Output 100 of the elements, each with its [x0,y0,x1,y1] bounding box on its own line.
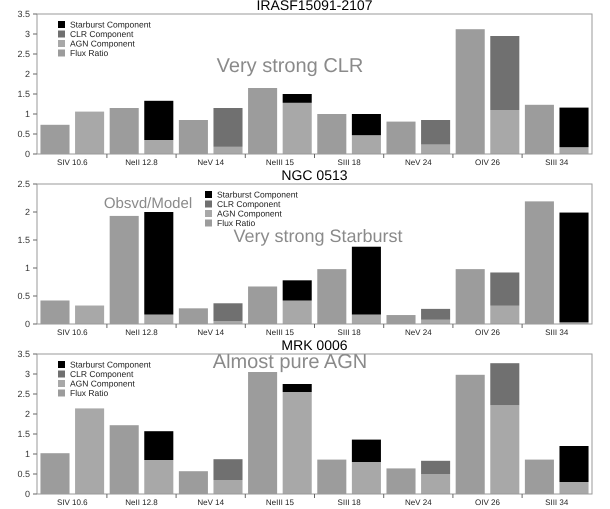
bar [282,94,312,103]
x-tick-label: SIII 18 [338,158,362,167]
x-tick-label: OIV 26 [475,498,501,507]
annotation: Almost pure AGN [212,351,368,373]
y-tick-label: 2 [24,207,30,217]
y-tick-label: 3 [24,369,30,379]
x-tick-label: SIV 10.6 [56,328,88,337]
legend-label: Starburst Component [217,190,298,200]
legend-label: AGN Component [70,38,136,48]
legend-label: Starburst Component [70,20,152,30]
bar [144,140,174,154]
bar [352,440,381,462]
chart-title: IRASF15091-2107 [256,0,373,13]
annotation: Very strong Starburst [233,226,403,246]
bar [490,36,520,110]
x-tick-label: SIII 34 [545,328,569,337]
legend-label: Flux Ratio [217,218,256,228]
y-tick-label: 1.5 [17,429,30,439]
bar [490,363,520,406]
x-tick-label: OIV 26 [475,328,501,337]
x-tick-label: NeV 24 [404,158,432,167]
chart-title: MRK 0006 [281,337,348,353]
y-tick-label: 1.5 [17,89,30,99]
y-tick-label: 1 [24,449,30,459]
x-tick-label: NeV 14 [197,328,225,337]
legend-label: Flux Ratio [70,388,109,398]
y-tick-label: 2 [24,409,30,419]
bar [559,446,589,482]
bar [282,280,312,300]
bar [282,300,312,324]
bar [421,308,450,320]
y-tick-label: 2 [24,69,30,79]
bar [352,314,381,324]
legend-label: CLR Component [217,199,281,209]
chart-title: NGC 0513 [281,167,348,183]
bar [282,102,312,154]
bar [144,212,174,314]
bar [75,112,104,154]
bar [421,120,450,144]
bar [352,135,381,154]
y-tick-label: 0.5 [17,469,30,479]
y-tick-label: 3 [24,29,30,39]
legend-label: Flux Ratio [70,48,109,58]
x-tick-label: SIV 10.6 [56,158,88,167]
y-tick-label: 1 [24,263,30,273]
bar [421,144,450,154]
legend-label: CLR Component [70,29,134,39]
bar [490,405,520,494]
bar [144,100,174,140]
y-tick-label: 0.5 [17,291,30,301]
x-tick-label: NeIII 15 [266,158,294,167]
bar [213,480,243,494]
annotation: Very strong CLR [216,55,364,77]
y-tick-label: 1 [24,109,30,119]
bar [75,306,104,324]
y-tick-label: 2.5 [17,179,30,189]
bar [421,460,450,474]
bar [282,392,312,494]
x-tick-label: OIV 26 [475,158,501,167]
x-tick-label: NeII 12.8 [125,158,158,167]
x-tick-label: SIV 10.6 [56,498,88,507]
annotation: Obsvd/Model [104,195,192,212]
y-tick-label: 0.5 [17,129,30,139]
bar [75,408,104,494]
x-tick-label: SIII 34 [545,498,569,507]
legend-label: CLR Component [70,369,134,379]
bar [559,212,589,322]
bar [559,482,589,494]
legend-label: Starburst Component [70,360,152,370]
y-tick-label: 0 [24,489,30,499]
y-tick-label: 0 [24,319,30,329]
bar [490,110,520,154]
bar [559,147,589,154]
y-tick-label: 2.5 [17,49,30,59]
x-tick-label: NeIII 15 [266,328,294,337]
x-tick-label: NeV 24 [404,328,432,337]
x-tick-label: NeV 14 [197,498,225,507]
bar [421,474,450,494]
bar [282,384,312,392]
bar [213,459,243,480]
y-tick-label: 3.5 [17,9,30,19]
y-tick-label: 1.5 [17,235,30,245]
bar [352,114,381,136]
y-tick-label: 3.5 [17,349,30,359]
bar [352,462,381,494]
x-tick-label: NeIII 15 [266,498,294,507]
bar [490,272,520,306]
x-tick-label: NeII 12.8 [125,498,158,507]
x-tick-label: NeV 24 [404,498,432,507]
x-tick-label: NeII 12.8 [125,328,158,337]
y-tick-label: 0 [24,149,30,159]
bar [559,108,589,148]
x-tick-label: SIII 18 [338,328,362,337]
legend-label: AGN Component [217,208,282,218]
x-tick-label: NeV 14 [197,158,225,167]
bar [490,306,520,324]
bar [144,314,174,324]
legend-label: AGN Component [70,378,136,388]
bar [144,431,174,460]
x-tick-label: SIII 34 [545,158,569,167]
